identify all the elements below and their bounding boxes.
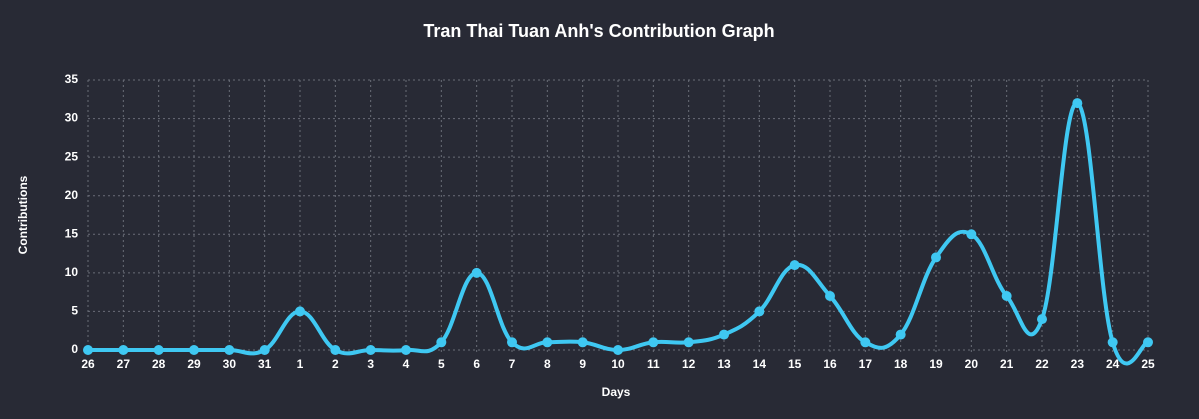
point [507,337,517,348]
point [83,345,93,355]
point [1072,98,1083,109]
point [542,337,553,348]
point [471,267,482,278]
point [118,345,129,355]
x-tick-label: 20 [965,357,979,371]
x-tick-label: 11 [647,357,660,371]
x-tick-label: 27 [117,357,131,371]
x-tick-label: 31 [258,357,272,371]
point [719,329,729,340]
x-tick-label: 21 [1000,357,1014,371]
x-tick-label: 29 [187,357,201,371]
point [1037,314,1047,325]
x-tick-label: 8 [544,357,551,371]
x-tick-label: 28 [152,357,166,371]
x-tick-label: 13 [717,357,731,371]
y-tick-label: 0 [71,342,78,356]
x-tick-label: 24 [1106,357,1120,371]
point [895,329,906,340]
point [436,337,447,348]
x-tick-label: 19 [929,357,943,371]
x-tick-label: 12 [682,357,696,371]
point [189,345,199,355]
point [648,337,659,348]
point [577,337,588,348]
y-tick-label: 30 [65,111,79,125]
x-tick-label: 16 [823,357,837,371]
point [224,345,235,355]
point [613,345,623,355]
point [401,345,411,355]
chart-title: Tran Thai Tuan Anh's Contribution Graph [423,21,774,41]
y-tick-label: 5 [71,304,78,318]
x-tick-label: 25 [1141,357,1155,371]
x-tick-label: 4 [403,357,410,371]
point [754,306,765,317]
x-tick-label: 1 [297,357,304,371]
x-tick-label: 7 [509,357,516,371]
point [1143,337,1153,348]
x-tick-label: 5 [438,357,445,371]
x-tick-label: 14 [753,357,767,371]
point [1107,337,1118,348]
y-tick-label: 20 [65,188,79,202]
point [825,291,835,301]
y-tick-label: 25 [65,149,79,163]
x-tick-label: 17 [859,357,873,371]
x-tick-label: 26 [81,357,95,371]
point [860,337,871,348]
point [931,252,941,263]
point [153,345,164,355]
point [1001,291,1012,301]
point [365,345,376,355]
x-tick-label: 23 [1071,357,1085,371]
y-axis-label: Contributions [16,175,30,254]
y-tick-label: 15 [65,226,79,240]
x-axis-label: Days [602,385,631,399]
x-tick-label: 2 [332,357,339,371]
x-tick-label: 3 [367,357,374,371]
point [966,229,977,240]
point [295,306,305,317]
x-tick-label: 10 [611,357,625,371]
point [683,337,694,348]
x-tick-label: 6 [473,357,480,371]
point [330,345,341,355]
x-tick-label: 18 [894,357,908,371]
point [259,345,270,355]
y-tick-label: 35 [65,72,79,86]
x-tick-label: 9 [579,357,586,371]
x-tick-label: 22 [1035,357,1049,371]
x-tick-label: 15 [788,357,802,371]
y-tick-label: 10 [65,265,79,279]
x-tick-label: 30 [223,357,237,371]
point [789,260,800,271]
